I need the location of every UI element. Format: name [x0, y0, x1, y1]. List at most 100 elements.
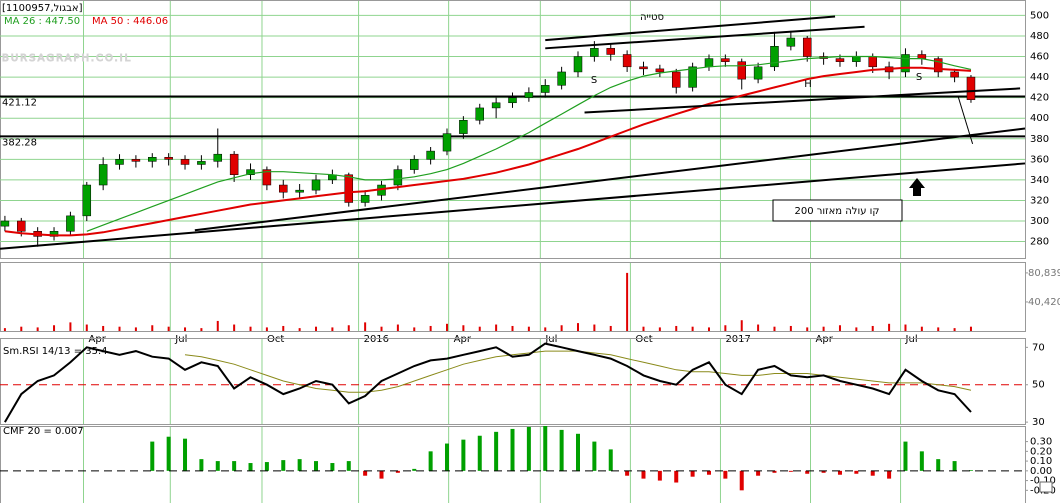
bar	[575, 433, 580, 471]
trend-line	[545, 25, 865, 50]
bar	[936, 459, 941, 471]
candle-body	[655, 68, 665, 73]
candle-body	[508, 97, 517, 104]
bar	[461, 439, 466, 471]
candle-body	[573, 56, 583, 73]
candle-body	[491, 102, 501, 109]
candle-body	[917, 54, 927, 59]
line	[4, 66, 972, 237]
bar	[641, 470, 646, 479]
x-tick-label: Apr	[454, 334, 472, 345]
bar	[346, 461, 351, 471]
volume-bar	[347, 325, 350, 331]
y-tick-label: 320	[1030, 195, 1049, 206]
candle-body	[246, 169, 255, 175]
volume-bar	[724, 325, 727, 331]
trend-line	[957, 95, 974, 145]
volume-bar	[969, 326, 972, 331]
arrow	[909, 178, 925, 196]
volume-bar	[806, 327, 809, 331]
volume-bar	[675, 325, 678, 331]
candle-body	[835, 58, 845, 62]
candle-body	[557, 71, 566, 86]
bar	[248, 463, 253, 471]
level-label: 421.12	[2, 97, 37, 108]
panel-border	[0, 338, 1026, 425]
candle-body	[410, 159, 419, 170]
candle-body	[524, 92, 534, 98]
bar	[166, 436, 171, 471]
volume-bar	[822, 326, 825, 331]
bar	[281, 460, 286, 471]
panel-title: Sm.RSI 14/13 = 35.4	[3, 346, 108, 357]
bar	[379, 470, 384, 479]
y-tick-label: 360	[1030, 154, 1049, 165]
candle-body	[802, 37, 812, 57]
x-tick-label: Oct	[267, 334, 284, 345]
volume-bar	[920, 326, 923, 331]
bar	[477, 435, 482, 471]
bar	[314, 461, 319, 471]
y-tick-label: 340	[1030, 175, 1049, 186]
candle-body	[737, 61, 746, 80]
volume-bar	[249, 326, 252, 331]
trend-line	[545, 15, 836, 42]
annotation: קו עולה מאזור 200	[795, 206, 880, 217]
volume-bar	[380, 326, 383, 331]
panel-border	[0, 426, 1026, 503]
bar	[837, 470, 842, 475]
volume-bar	[265, 327, 268, 331]
watermark: BURSAGRAPH.CO.IL	[2, 53, 132, 64]
bar	[968, 470, 973, 471]
x-tick-label: Jul	[544, 334, 557, 345]
candle-body	[82, 184, 92, 217]
candle-body	[17, 220, 26, 232]
volume-bar	[953, 328, 956, 331]
candle-body	[459, 120, 468, 134]
legend-entry: MA 50 : 446.06	[92, 16, 168, 27]
bar	[723, 470, 728, 479]
bar	[805, 470, 810, 474]
bar	[199, 459, 204, 471]
y-tick-label: 0.20	[1030, 446, 1052, 457]
candle-body	[606, 48, 615, 55]
y-tick-label: 0.00	[1030, 466, 1052, 477]
x-tick-label: Jul	[905, 334, 918, 345]
annotation: S	[916, 72, 922, 83]
volume-bar	[364, 322, 367, 331]
bar	[559, 429, 564, 471]
candle-body	[753, 66, 763, 80]
bar	[870, 470, 875, 476]
candle-body	[852, 56, 861, 62]
volume-bar	[85, 324, 88, 331]
candle-body	[131, 159, 141, 162]
candle-body	[344, 174, 354, 203]
candle-body	[311, 179, 321, 191]
candle-body	[148, 157, 157, 162]
annotation: S	[591, 75, 597, 86]
volume-bar	[871, 325, 874, 331]
candle-body	[933, 58, 943, 73]
candle-body	[868, 56, 877, 68]
bar	[625, 470, 630, 476]
volume-bar	[151, 325, 154, 331]
candle-body	[475, 107, 485, 121]
candle-body	[442, 133, 452, 152]
volume-bar	[626, 272, 629, 331]
candle-body	[66, 215, 75, 232]
bar	[297, 459, 302, 471]
bar	[706, 470, 711, 475]
trend-line	[584, 87, 1021, 114]
bar	[543, 426, 548, 471]
volume-bar	[576, 323, 579, 331]
candle-body	[295, 189, 304, 193]
y-tick-label: 420	[1030, 93, 1049, 104]
candle-body	[426, 150, 435, 160]
bar	[592, 441, 597, 471]
volume-bar	[478, 326, 481, 331]
volume-bar	[789, 325, 792, 331]
volume-bar	[855, 327, 858, 331]
candle-body	[590, 48, 599, 57]
bar	[330, 463, 335, 471]
volume-bar	[282, 325, 285, 331]
